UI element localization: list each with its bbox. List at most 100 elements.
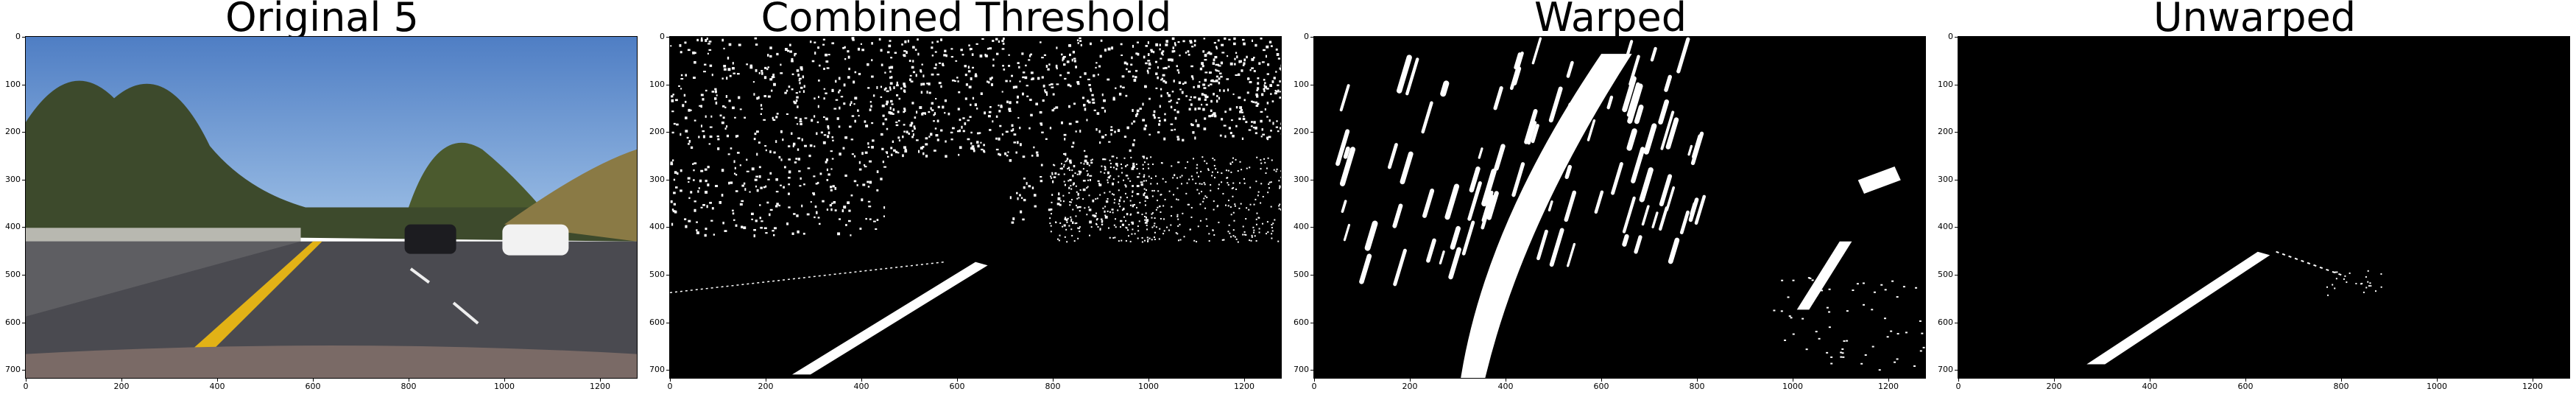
panel-title: Unwarped [2153,0,2356,41]
y-tick-label: 200 [649,127,665,137]
panel-title: Warped [1534,0,1687,41]
x-tick-label: 200 [758,382,774,391]
y-tick-label: 400 [649,222,665,232]
y-tick-label: 500 [1938,269,1953,279]
y-tick-label: 300 [5,174,21,184]
x-tick-label: 600 [1593,382,1609,391]
y-tick-label: 600 [5,317,21,327]
x-tick-label: 200 [113,382,130,391]
panel-photo: Original 5 0 200 400 600 800 1000 1200 0 100 200 30… [0,0,644,400]
y-tick-mark [22,274,25,276]
y-tick-mark [666,37,669,38]
x-tick-mark [2245,379,2246,382]
y-tick-mark [22,37,25,38]
x-tick-mark [2437,379,2438,382]
y-tick-label: 700 [649,365,665,375]
x-tick-label: 600 [305,382,321,391]
y-tick-label: 700 [5,365,21,375]
x-tick-label: 600 [2237,382,2254,391]
panel-title: Combined Threshold [761,0,1172,41]
x-tick-mark [121,379,122,382]
image-area [1313,36,1926,379]
x-tick-label: 0 [1311,382,1317,391]
warped-image [1314,37,1925,378]
x-tick-mark [1697,379,1698,382]
y-tick-label: 300 [649,174,665,184]
y-tick-label: 400 [1294,222,1309,232]
panel-unwarped: Unwarped 0 200 400 600 800 1000 1200 0 100 200 300 4… [1933,0,2576,400]
x-tick-mark [217,379,218,382]
x-tick-label: 800 [400,382,417,391]
y-tick-label: 300 [1938,174,1953,184]
x-tick-label: 200 [2046,382,2062,391]
y-tick-label: 400 [5,222,21,232]
x-tick-label: 1000 [494,382,515,391]
x-tick-mark [861,379,862,382]
x-tick-label: 600 [949,382,965,391]
y-tick-label: 100 [1938,79,1953,89]
x-tick-mark [2054,379,2055,382]
y-tick-mark [1955,370,1958,371]
x-tick-mark [504,379,505,382]
x-tick-mark [957,379,958,382]
y-tick-mark [1955,227,1958,228]
y-tick-label: 200 [1938,127,1953,137]
photo-image [26,37,637,378]
y-tick-label: 300 [1294,174,1309,184]
x-tick-label: 400 [209,382,225,391]
x-tick-mark [1601,379,1602,382]
y-tick-mark [1310,132,1313,133]
y-tick-label: 700 [1294,365,1309,375]
x-tick-label: 0 [1955,382,1961,391]
x-tick-mark [600,379,601,382]
y-tick-label: 600 [1938,317,1953,327]
y-tick-mark [22,132,25,133]
x-tick-label: 1200 [1878,382,1899,391]
x-tick-mark [1244,379,1245,382]
y-tick-mark [1310,370,1313,371]
y-tick-label: 500 [5,269,21,279]
y-tick-mark [1955,37,1958,38]
x-tick-mark [26,379,27,382]
y-tick-mark [666,132,669,133]
y-tick-label: 0 [660,32,665,41]
y-tick-label: 0 [1304,32,1309,41]
y-tick-label: 200 [5,127,21,137]
y-tick-label: 400 [1938,222,1953,232]
x-tick-label: 1200 [590,382,610,391]
y-tick-label: 0 [15,32,21,41]
y-tick-mark [666,370,669,371]
x-tick-mark [2341,379,2342,382]
y-tick-label: 500 [649,269,665,279]
y-tick-label: 100 [1294,79,1309,89]
y-tick-label: 600 [1294,317,1309,327]
unwarped-image [1958,37,2569,378]
x-tick-label: 400 [2142,382,2158,391]
threshold-image [670,37,1281,378]
y-tick-mark [666,227,669,228]
y-tick-label: 500 [1294,269,1309,279]
x-tick-mark [1410,379,1411,382]
x-tick-label: 1000 [1782,382,1803,391]
panel-title: Original 5 [225,0,419,41]
y-tick-label: 100 [649,79,665,89]
x-tick-label: 0 [23,382,29,391]
panel-warped: Warped 0 200 400 600 800 1000 1200 0 100 200 300 400… [1288,0,1933,400]
image-area [1958,36,2570,379]
y-tick-mark [1955,132,1958,133]
x-tick-mark [313,379,314,382]
x-tick-label: 800 [1045,382,1061,391]
y-tick-mark [1310,274,1313,276]
y-tick-mark [1310,37,1313,38]
y-tick-mark [22,370,25,371]
x-tick-label: 200 [1402,382,1418,391]
image-area [669,36,1282,379]
x-tick-mark [1888,379,1889,382]
x-tick-label: 800 [1689,382,1705,391]
y-tick-label: 600 [649,317,665,327]
y-tick-mark [1310,227,1313,228]
y-tick-label: 0 [1948,32,1953,41]
x-tick-label: 1000 [1138,382,1159,391]
x-tick-mark [1958,379,1959,382]
x-tick-mark [1314,379,1315,382]
